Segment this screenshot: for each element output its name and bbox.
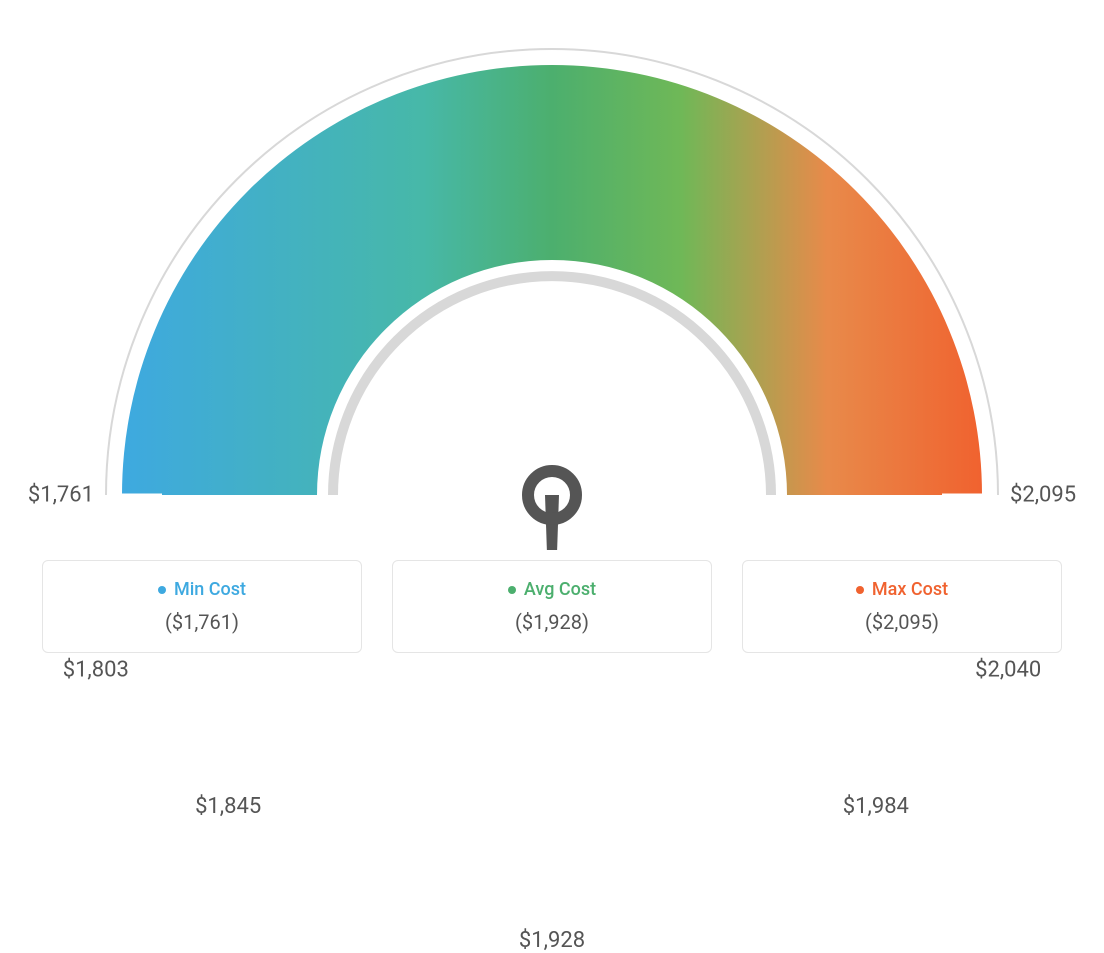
gauge-tick-label: $1,761	[28, 483, 94, 508]
gauge-tick-label: $1,984	[843, 794, 909, 819]
gauge-tick-label: $2,095	[1010, 483, 1076, 508]
max-cost-title: Max Cost	[856, 579, 948, 600]
min-dot-icon	[158, 586, 166, 594]
avg-cost-title: Avg Cost	[508, 579, 596, 600]
gauge-tick-label: $1,803	[63, 658, 129, 683]
min-cost-label: Min Cost	[174, 579, 246, 600]
gauge-tick-label: $2,040	[975, 658, 1041, 683]
avg-cost-box: Avg Cost ($1,928)	[392, 560, 712, 653]
avg-dot-icon	[508, 586, 516, 594]
min-cost-value: ($1,761)	[165, 610, 239, 634]
avg-cost-value: ($1,928)	[515, 610, 589, 634]
min-cost-title: Min Cost	[158, 579, 246, 600]
gauge-chart: $1,761$1,803$1,845$1,928$1,984$2,040$2,0…	[0, 0, 1104, 550]
max-dot-icon	[856, 586, 864, 594]
min-cost-box: Min Cost ($1,761)	[42, 560, 362, 653]
max-cost-box: Max Cost ($2,095)	[742, 560, 1062, 653]
avg-cost-label: Avg Cost	[524, 579, 596, 600]
stat-boxes: Min Cost ($1,761) Avg Cost ($1,928) Max …	[0, 560, 1104, 653]
max-cost-value: ($2,095)	[865, 610, 939, 634]
gauge-tick-label: $1,928	[519, 928, 585, 953]
max-cost-label: Max Cost	[872, 579, 948, 600]
gauge-svg	[52, 20, 1052, 550]
gauge-tick-label: $1,845	[195, 794, 261, 819]
